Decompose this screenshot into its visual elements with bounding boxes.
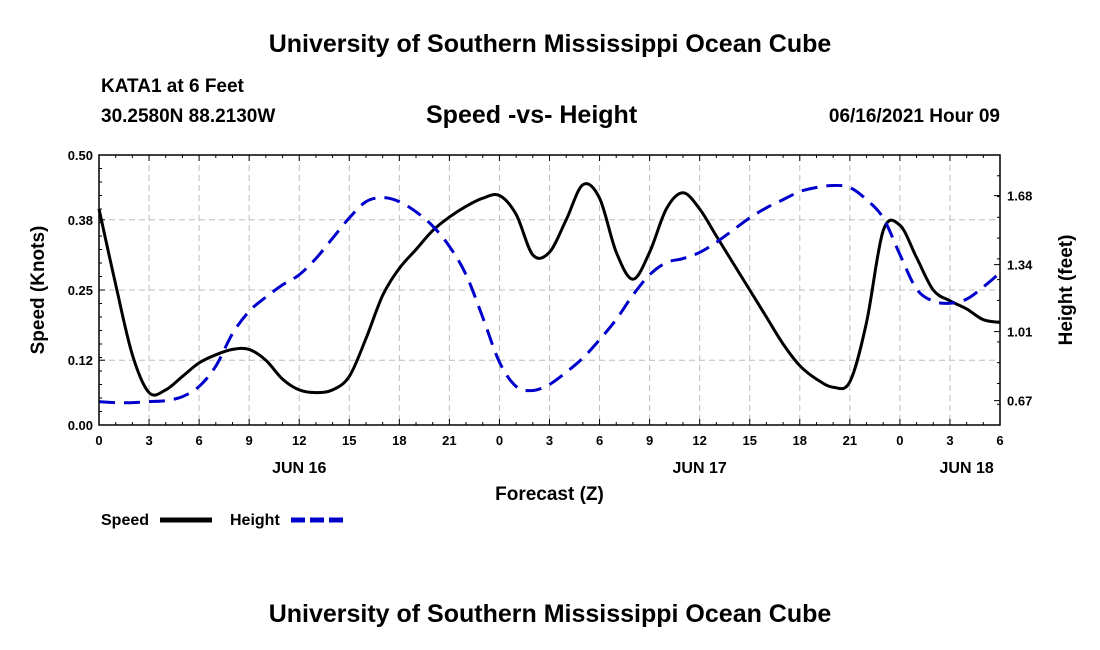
day-label: JUN 18 bbox=[940, 460, 994, 477]
y2-tick-label: 1.34 bbox=[1007, 258, 1033, 273]
page-title: University of Southern Mississippi Ocean… bbox=[268, 30, 832, 58]
legend-label-speed: Speed bbox=[101, 512, 149, 529]
footer-title: University of Southern Mississippi Ocean… bbox=[268, 600, 832, 628]
grid bbox=[99, 155, 1000, 425]
x-tick-label: 21 bbox=[442, 433, 456, 448]
x-tick-label: 15 bbox=[742, 433, 756, 448]
y-axis-title: Speed (Knots) bbox=[28, 226, 49, 355]
station-coordinates: 30.2580N 88.2130W bbox=[101, 106, 276, 127]
y-tick-label: 0.12 bbox=[68, 353, 93, 368]
station-label: KATA1 at 6 Feet bbox=[101, 76, 244, 97]
legend: Speed Height bbox=[101, 512, 343, 529]
x-tick-label: 21 bbox=[843, 433, 857, 448]
chart-title: Speed -vs- Height bbox=[426, 101, 638, 129]
series-line-speed bbox=[97, 182, 1001, 397]
y2-tick-label: 1.68 bbox=[1007, 189, 1032, 204]
forecast-run-time: 06/16/2021 Hour 09 bbox=[828, 106, 1000, 127]
x-tick-label: 0 bbox=[896, 433, 903, 448]
x-tick-label: 3 bbox=[946, 433, 953, 448]
x-tick-label: 6 bbox=[195, 433, 202, 448]
x-tick-label: 15 bbox=[342, 433, 356, 448]
x-tick-label: 9 bbox=[246, 433, 253, 448]
x-tick-label: 6 bbox=[596, 433, 603, 448]
x-tick-label: 12 bbox=[692, 433, 706, 448]
y-tick-label: 0.25 bbox=[68, 283, 93, 298]
y-tick-label: 0.50 bbox=[68, 148, 93, 163]
day-label: JUN 17 bbox=[673, 460, 727, 477]
day-label: JUN 16 bbox=[272, 460, 326, 477]
y2-axis-title: Height (feet) bbox=[1056, 235, 1077, 346]
x-tick-label: 0 bbox=[95, 433, 102, 448]
axis-ticks bbox=[98, 154, 1001, 426]
x-tick-label: 3 bbox=[546, 433, 553, 448]
y2-tick-label: 0.67 bbox=[1007, 394, 1032, 409]
series-layer bbox=[97, 182, 1001, 405]
x-tick-label: 0 bbox=[496, 433, 503, 448]
x-tick-label: 6 bbox=[996, 433, 1003, 448]
x-tick-label: 3 bbox=[145, 433, 152, 448]
legend-label-height: Height bbox=[230, 512, 280, 529]
x-tick-label: 12 bbox=[292, 433, 306, 448]
y-tick-label: 0.00 bbox=[68, 418, 93, 433]
x-tick-label: 18 bbox=[392, 433, 406, 448]
x-tick-label: 9 bbox=[646, 433, 653, 448]
y2-tick-label: 1.01 bbox=[1007, 325, 1032, 340]
x-tick-label: 18 bbox=[793, 433, 807, 448]
x-axis-title: Forecast (Z) bbox=[495, 484, 604, 505]
axis-labels: 0 3 6 9 12 15 18 21 0 3 6 9 12 15 18 21 0 3 6 0.00 0.12 0.25 0… bbox=[28, 148, 1077, 505]
y-tick-label: 0.38 bbox=[68, 213, 93, 228]
